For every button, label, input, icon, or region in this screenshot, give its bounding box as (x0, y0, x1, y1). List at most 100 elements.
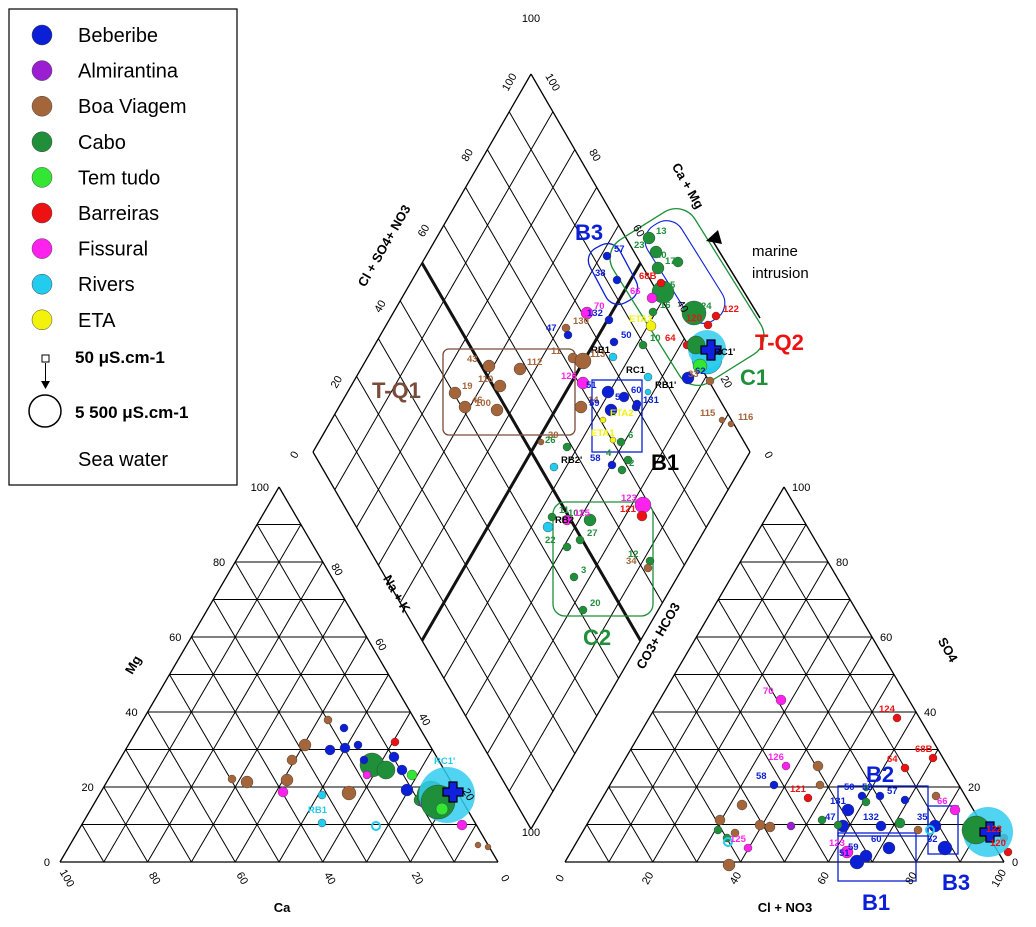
diamond-point (513, 362, 527, 376)
tick-label: 0 (288, 450, 301, 461)
diamond-point-label: 51 (586, 380, 597, 391)
diamond-point (576, 376, 590, 390)
tick-label: 80 (213, 557, 225, 569)
legend-sea-water-label: Sea water (78, 449, 168, 471)
anion-point-label: 50 (844, 782, 855, 793)
cation-point (456, 819, 468, 831)
diamond-point (638, 340, 648, 350)
sea-water-marker-cation (442, 781, 464, 803)
diamond-point (448, 386, 462, 400)
diamond-point (656, 278, 666, 288)
diamond-point-label: 19 (462, 381, 473, 392)
diamond-point-label: 27 (587, 528, 598, 539)
anion-point (764, 821, 776, 833)
diamond-point-label: 43 (467, 354, 478, 365)
tick-label: 20 (82, 782, 94, 794)
sea-water-marker-diamond (700, 339, 722, 361)
diamond-point-label: 113 (590, 349, 605, 360)
anion-point (736, 799, 748, 811)
diamond-point-label: 52 (615, 392, 626, 403)
cation-point (362, 770, 372, 780)
grid-line (212, 599, 368, 863)
diamond-point (562, 442, 572, 452)
legend-size-small-label: 50 μS.cm-1 (75, 348, 165, 367)
diamond-point-label: 123 (621, 493, 637, 504)
grid-line (234, 561, 411, 863)
grid-line (674, 674, 785, 863)
tick-label: 0 (1012, 857, 1018, 869)
diamond-point-label: 120 (686, 313, 702, 324)
anion-point (781, 761, 791, 771)
diamond-point-label: 40 (656, 250, 667, 261)
anion-point-label: 62 (927, 834, 938, 845)
group-box-b1 (591, 379, 643, 453)
diamond-point-label: 101 (568, 508, 585, 519)
group-label: T-Q1 (372, 378, 421, 403)
legend-size-arrow-head (41, 381, 50, 389)
legend-marker (31, 24, 53, 46)
diamond-point-label: RB2' (561, 455, 582, 466)
legend-size-small (41, 354, 50, 363)
anion-point (1003, 847, 1013, 857)
legend-marker (31, 309, 53, 331)
anion-point (857, 791, 867, 801)
grid-line (147, 711, 236, 863)
grid-line (59, 486, 280, 863)
cation-point (400, 783, 414, 797)
anion-point (743, 843, 753, 853)
diamond-point (562, 542, 572, 552)
tick-label: 0 (498, 873, 511, 884)
diamond-point (617, 465, 627, 475)
tick-label: 60 (880, 632, 892, 644)
tick-label: 100 (990, 868, 1010, 890)
diamond-point (632, 399, 642, 409)
cation-point (339, 742, 351, 754)
cation-point (484, 843, 492, 851)
legend-label: ETA (78, 310, 116, 332)
diamond-point-label: 38 (595, 268, 606, 279)
diamond-point-label: 131 (643, 395, 660, 406)
diamond-point-label: 6 (628, 430, 633, 441)
sea-water-marker-anion (979, 821, 1001, 843)
diamond-point-label: 58 (590, 453, 601, 464)
axis-label: Mg (122, 653, 144, 677)
annotation-intrusion: intrusion (752, 265, 809, 282)
legend: Beberibe Almirantina Boa Viagem Cabo Tem tud… (8, 8, 238, 486)
tick-label: 80 (586, 147, 603, 164)
tick-label: 100 (500, 72, 520, 94)
diamond-point (649, 245, 663, 259)
diamond-point (542, 521, 554, 533)
diamond-point-label: 115 (700, 408, 716, 419)
diamond-point (604, 315, 614, 325)
cation-point (280, 773, 294, 787)
diamond-point (608, 352, 618, 362)
diamond-point (602, 251, 612, 261)
cation-point (324, 744, 336, 756)
diamond-point (612, 275, 622, 285)
diamond-point (681, 371, 695, 385)
tick-label: 80 (328, 562, 345, 579)
tick-label: 80 (903, 870, 920, 887)
diamond-point (578, 605, 588, 615)
tick-label: 60 (416, 223, 433, 240)
tick-label: 40 (924, 707, 936, 719)
cation-point-label: RB1 (308, 805, 328, 816)
grid-line (103, 524, 302, 863)
diamond-point-label: 3 (581, 565, 586, 576)
diamond-point-label: 125 (574, 508, 591, 519)
data-point-ring (925, 825, 935, 835)
diamond-point-label: 100 (475, 398, 491, 409)
grid-line (784, 674, 895, 863)
anion-point (815, 780, 825, 790)
tick-label: 80 (146, 870, 163, 887)
cation-point (286, 754, 298, 766)
tick-label: 100 (792, 482, 810, 494)
diamond-point (634, 496, 652, 514)
diamond-point-label: RC1 (626, 365, 646, 376)
data-point-ring (371, 821, 381, 831)
diamond-point (569, 572, 579, 582)
anion-point (928, 753, 938, 763)
anion-point (861, 797, 871, 807)
diamond-point-label: 66 (630, 286, 641, 297)
tick-label: 40 (372, 298, 389, 315)
